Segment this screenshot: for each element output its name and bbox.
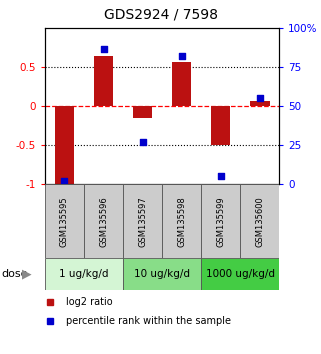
- Bar: [45, 184, 84, 258]
- Bar: [45, 258, 123, 290]
- Bar: [133, 106, 152, 118]
- Text: 1 ug/kg/d: 1 ug/kg/d: [59, 269, 109, 279]
- Text: GDS2924 / 7598: GDS2924 / 7598: [103, 7, 218, 21]
- Text: GSM135598: GSM135598: [177, 196, 186, 247]
- Text: dose: dose: [2, 269, 28, 279]
- Bar: [123, 258, 201, 290]
- Bar: [211, 106, 230, 145]
- Point: [179, 53, 184, 59]
- Point: [101, 46, 106, 51]
- Bar: [84, 184, 123, 258]
- Bar: [172, 62, 191, 106]
- Bar: [240, 184, 279, 258]
- Text: ▶: ▶: [22, 268, 31, 281]
- Text: percentile rank within the sample: percentile rank within the sample: [66, 316, 231, 326]
- Bar: [201, 258, 279, 290]
- Text: GSM135595: GSM135595: [60, 196, 69, 247]
- Point: [140, 139, 145, 145]
- Bar: [250, 101, 270, 106]
- Text: GSM135597: GSM135597: [138, 196, 147, 247]
- Text: GSM135600: GSM135600: [255, 196, 264, 247]
- Text: 10 ug/kg/d: 10 ug/kg/d: [134, 269, 190, 279]
- Bar: [55, 106, 74, 184]
- Bar: [162, 184, 201, 258]
- Point: [257, 96, 262, 101]
- Bar: [201, 184, 240, 258]
- Text: 1000 ug/kg/d: 1000 ug/kg/d: [206, 269, 275, 279]
- Text: GSM135599: GSM135599: [216, 196, 225, 247]
- Point: [62, 178, 67, 184]
- Text: GSM135596: GSM135596: [99, 196, 108, 247]
- Text: log2 ratio: log2 ratio: [66, 297, 113, 307]
- Point: [218, 173, 223, 179]
- Bar: [123, 184, 162, 258]
- Bar: [94, 56, 113, 106]
